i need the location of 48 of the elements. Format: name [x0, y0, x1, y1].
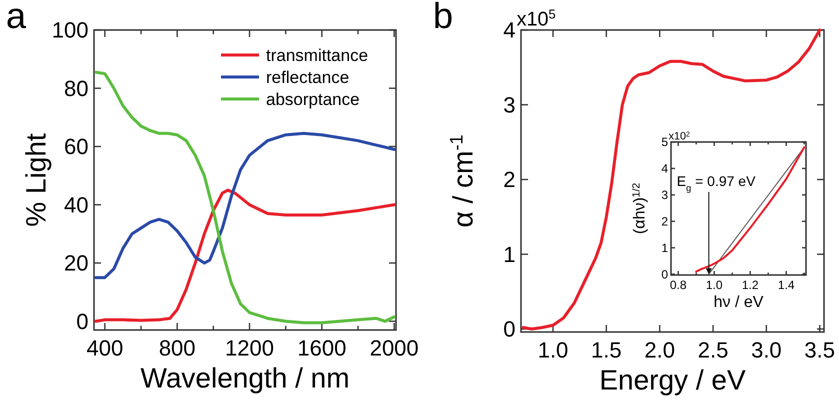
y-tick-label: 1 — [503, 242, 516, 267]
x-tick-label: 0.8 — [670, 278, 687, 292]
legend-label: reflectance — [266, 68, 350, 87]
line-series — [94, 132, 396, 280]
legend-label: transmittance — [266, 46, 368, 65]
x-tick-label: 800 — [158, 335, 196, 360]
line-series — [522, 28, 822, 331]
y-tick-label: 0 — [76, 308, 88, 334]
y-tick-label: 3 — [503, 92, 516, 118]
x-tick-label: 3.5 — [804, 337, 836, 362]
x-tick-label: 1.5 — [591, 337, 622, 362]
x-tick-label: 1.0 — [706, 278, 723, 292]
y-tick-label: 2 — [503, 167, 516, 192]
y-tick-label: 80 — [64, 76, 88, 101]
line-series — [94, 188, 396, 323]
x-tick-label: 400 — [86, 335, 124, 360]
x-axis-title: Wavelength / nm — [140, 362, 350, 394]
annotation: x10$^{5}$ — [516, 6, 556, 31]
x-tick-label: 1600 — [297, 335, 346, 360]
x-tick-label: 1.0 — [538, 337, 568, 362]
y-tick-label: 40 — [64, 192, 88, 218]
y-tick-label: 0 — [661, 267, 668, 282]
chart-title: a — [6, 0, 27, 36]
line-series — [94, 70, 396, 324]
y-tick-label: 2 — [661, 214, 668, 229]
x-tick-label: 2.5 — [698, 337, 728, 362]
annotation: x10$^{2}$ — [668, 130, 690, 143]
chart-title: b — [433, 0, 454, 36]
y-tick-label: 100 — [52, 18, 88, 43]
x-tick-label: 2000 — [370, 335, 419, 360]
x-tick-label: 1.4 — [778, 278, 795, 292]
y-tick-label: 1 — [661, 240, 668, 255]
y-tick-label: 0 — [503, 316, 516, 342]
y-tick-label: 20 — [64, 250, 88, 276]
annotation: E$_{g}$ = 0.97 eV — [676, 172, 756, 193]
x-tick-label: 3.0 — [751, 337, 782, 362]
y-axis-title: % Light — [20, 133, 52, 227]
x-tick-label: 1.2 — [742, 278, 759, 292]
y-tick-label: 4 — [661, 162, 668, 176]
x-axis-title: Energy / eV — [599, 364, 746, 396]
y-tick-label: 5 — [661, 135, 668, 150]
legend-label: absorptance — [266, 90, 360, 109]
x-axis-title: hν / eV — [714, 294, 764, 312]
x-tick-label: 2.0 — [644, 337, 675, 362]
y-tick-label: 4 — [503, 18, 516, 43]
y-tick-label: 60 — [64, 134, 88, 160]
y-tick-label: 3 — [661, 188, 668, 202]
x-tick-label: 1200 — [225, 335, 274, 360]
